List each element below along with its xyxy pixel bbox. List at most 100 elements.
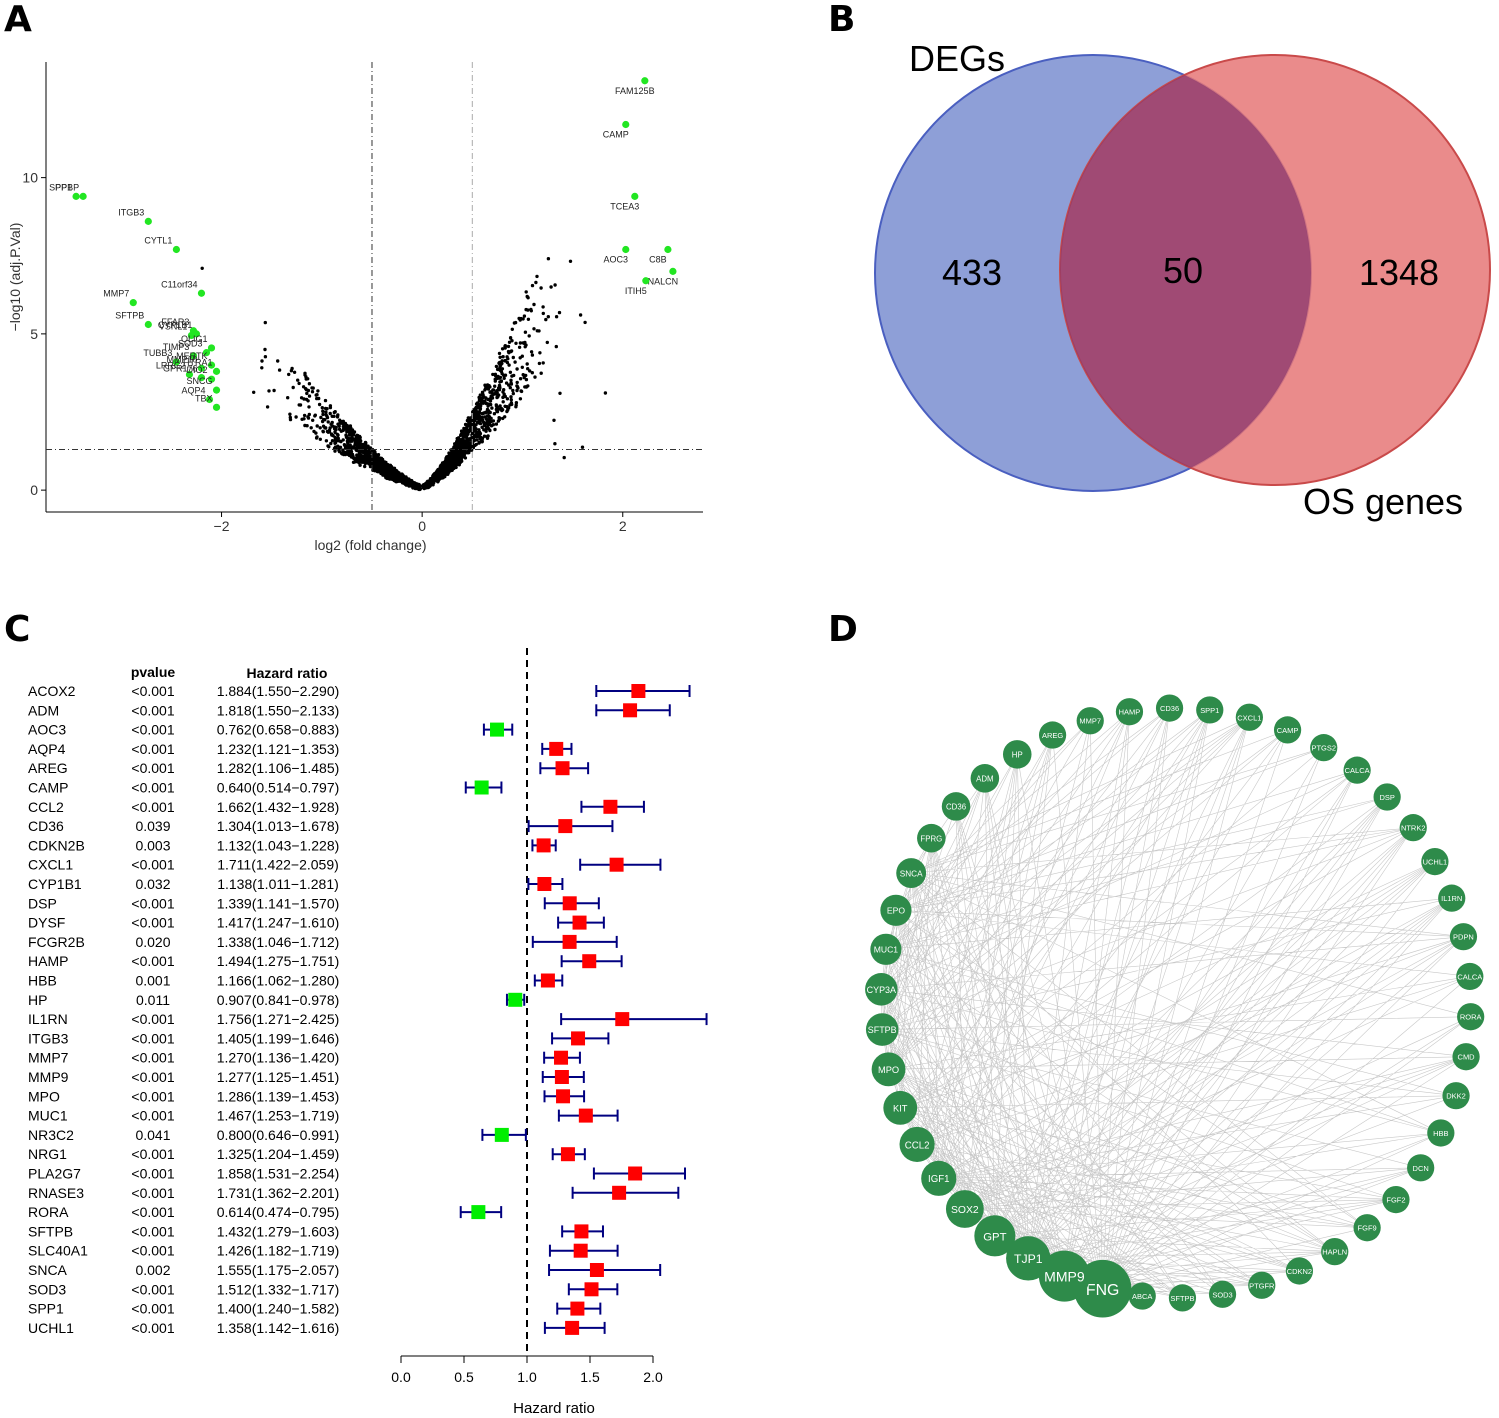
network-node-cd36 <box>941 792 971 821</box>
forest-gene-label: HBB <box>28 973 57 989</box>
network-node-label: SFTPB <box>868 1025 897 1035</box>
forest-gene-label: MMP7 <box>28 1050 69 1066</box>
network-node-label: HBB <box>1433 1129 1448 1138</box>
volcano-label-cytl1: CYTL1 <box>144 236 172 246</box>
forest-x-tick-label: 0.0 <box>391 1369 411 1385</box>
volcano-label-lrrc2: LRRC2 <box>156 361 186 371</box>
forest-point <box>508 992 523 1007</box>
network-node-label: CD36 <box>1160 704 1179 713</box>
forest-point <box>578 1108 593 1123</box>
forest-point <box>536 838 551 853</box>
volcano-point-mmp10 <box>197 364 206 372</box>
forest-gene-label: SNCA <box>28 1262 68 1278</box>
forest-hr-text: 0.640(0.514−0.797) <box>217 780 340 796</box>
network-node-fgf2 <box>1382 1185 1410 1214</box>
forest-x-axis-label: Hazard ratio <box>513 1400 595 1417</box>
network-node-label: CYP3A <box>867 985 896 995</box>
forest-gene-label: SOD3 <box>28 1281 66 1297</box>
volcano-point-spp1 <box>72 192 80 200</box>
volcano-point-cytl1 <box>172 245 180 254</box>
volcano-point-itih5 <box>642 277 650 285</box>
volcano-point-cyp1b1 <box>192 330 201 338</box>
network-node-label: CAMP <box>1277 726 1299 735</box>
panel-label-a: A <box>4 0 32 40</box>
volcano-background-cloud <box>200 257 608 492</box>
forest-gene-label: NRG1 <box>28 1146 67 1162</box>
volcano-label-sftpb: SFTPB <box>115 311 144 321</box>
network-node-label: MUC1 <box>874 945 899 955</box>
network-node-label: AREG <box>1042 731 1063 740</box>
forest-point <box>558 819 573 834</box>
forest-pvalue: 0.041 <box>135 1127 170 1143</box>
volcano-label-camp: CAMP <box>603 130 629 140</box>
forest-gene-label: SPP1 <box>28 1301 64 1317</box>
forest-gene-label: ACOX2 <box>28 683 76 699</box>
forest-gene-label: AOC3 <box>28 722 66 738</box>
network-node-tjp1 <box>1006 1236 1051 1281</box>
volcano-y-tick-label: 5 <box>30 326 38 342</box>
forest-gene-label: CD36 <box>28 818 64 834</box>
volcano-y-tick-label: 0 <box>30 482 38 498</box>
volcano-point-gpr176 <box>197 374 206 382</box>
forest-gene-label: UCHL1 <box>28 1320 74 1336</box>
forest-hr-text: 1.756(1.271−2.425) <box>217 1011 340 1027</box>
network-node-calca <box>1456 962 1484 991</box>
network-node-hamp <box>1115 698 1144 726</box>
network-node-muc1 <box>870 933 902 965</box>
venn-label-os-genes: OS genes <box>1303 481 1463 522</box>
network-node-label: MPO <box>878 1065 899 1075</box>
forest-hr-text: 0.907(0.841−0.978) <box>217 992 340 1008</box>
network-node-dkk2 <box>1442 1082 1470 1110</box>
forest-hr-text: 1.467(1.253−1.719) <box>217 1108 340 1124</box>
volcano-label-gpr176: GPR176 <box>163 364 198 374</box>
venn-count-degs-only: 433 <box>942 252 1002 293</box>
forest-pvalue: 0.011 <box>136 992 170 1008</box>
forest-gene-label: ITGB3 <box>28 1030 69 1046</box>
volcano-label-fam125b: FAM125B <box>615 86 655 96</box>
forest-hr-text: 1.512(1.332−1.717) <box>217 1281 340 1297</box>
network-node-label: NTRK2 <box>1401 824 1426 833</box>
forest-gene-label: CCL2 <box>28 799 64 815</box>
panel-label-b: B <box>828 0 856 40</box>
forest-hr-text: 1.338(1.046−1.712) <box>217 934 340 950</box>
network-node-sftpb <box>1168 1284 1197 1312</box>
network-node-label: TJP1 <box>1014 1252 1043 1266</box>
forest-hr-text: 0.614(0.474−0.795) <box>217 1204 340 1220</box>
network-node-fgf9 <box>1353 1214 1381 1242</box>
forest-point <box>494 1127 509 1142</box>
forest-pvalue: 0.020 <box>135 934 170 950</box>
forest-gene-label: CAMP <box>28 780 68 796</box>
volcano-point-ppbp <box>79 192 87 200</box>
network-node-label: SOD3 <box>1212 1290 1232 1299</box>
forest-pvalue: 0.032 <box>135 876 170 892</box>
network-node-label: ADM <box>976 774 993 783</box>
forest-point <box>562 896 577 911</box>
forest-gene-label: FCGR2B <box>28 934 85 950</box>
network-node-sod3 <box>1208 1280 1237 1308</box>
forest-pvalue: 0.002 <box>135 1262 170 1278</box>
network-node-label: EPO <box>887 906 905 916</box>
network-node-label: PTGS2 <box>1311 744 1336 753</box>
network-node-ptgs2 <box>1310 734 1338 762</box>
forest-hr-text: 1.711(1.422−2.059) <box>217 857 339 873</box>
network-node-areg <box>1038 721 1067 749</box>
volcano-label-ffar3: FFAR3 <box>161 317 189 327</box>
forest-x-tick-label: 2.0 <box>643 1369 663 1385</box>
forest-pvalue: <0.001 <box>131 1108 174 1124</box>
forest-point <box>554 1070 569 1084</box>
network-node-uchl1 <box>1421 847 1449 876</box>
forest-point <box>537 877 552 891</box>
forest-point <box>603 799 618 814</box>
volcano-point-sncg <box>212 386 221 394</box>
forest-point <box>631 684 646 698</box>
network-node-fprg <box>917 823 946 853</box>
volcano-point-dio2 <box>207 375 216 383</box>
forest-hr-text: 1.339(1.141−1.570) <box>217 895 340 911</box>
forest-pvalue: <0.001 <box>131 1223 174 1239</box>
network-node-sox2 <box>945 1190 984 1228</box>
forest-hr-text: 1.426(1.182−1.719) <box>217 1243 340 1259</box>
network-node-label: HP <box>1012 750 1023 759</box>
forest-hr-text: 1.286(1.139−1.453) <box>217 1088 340 1104</box>
network-node-ccl2 <box>899 1126 935 1162</box>
